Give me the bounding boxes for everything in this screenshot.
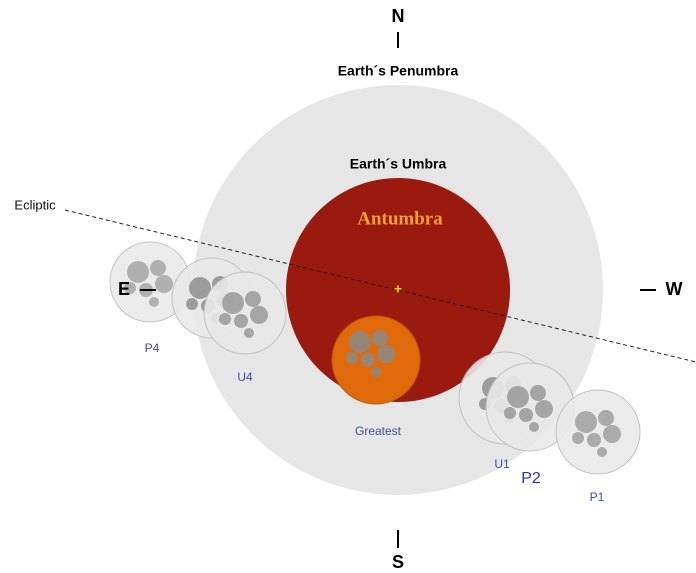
ecliptic-line — [64, 209, 696, 363]
moon-greatest — [331, 315, 421, 405]
umbra-label: Earth´s Umbra — [350, 156, 447, 172]
antumbra-label: Antumbra — [357, 208, 443, 229]
u4-label: U4 — [237, 370, 253, 384]
moon-p1 — [555, 389, 641, 475]
p4-label: P4 — [145, 341, 160, 355]
south-label: S — [392, 552, 404, 572]
greatest-label: Greatest — [355, 424, 402, 438]
p2-label: P2 — [521, 470, 541, 487]
ecliptic-label: Ecliptic — [14, 197, 56, 212]
p1-label: P1 — [590, 490, 605, 504]
moon-u4 — [203, 271, 287, 355]
west-label: W — [666, 279, 683, 299]
penumbra-label: Earth´s Penumbra — [338, 63, 459, 79]
u1-label: U1 — [494, 457, 510, 471]
north-label: N — [392, 6, 405, 26]
center-mark: + — [394, 281, 402, 297]
east-label: E — [118, 279, 130, 299]
